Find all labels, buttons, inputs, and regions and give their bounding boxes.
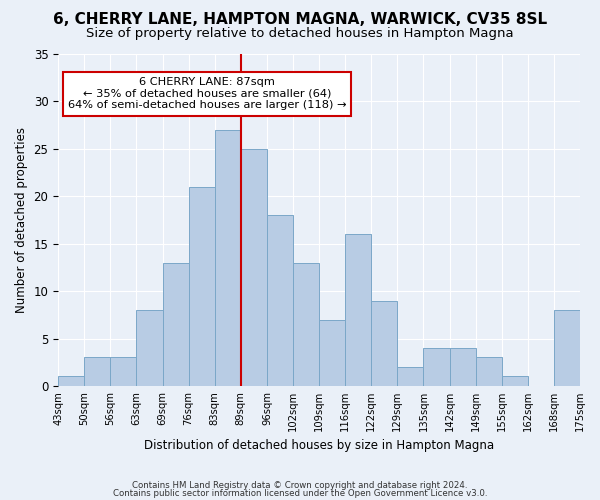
Bar (502, 376, 528, 386)
Bar (136, 310, 163, 386)
Bar (397, 367, 424, 386)
Bar (188, 187, 215, 386)
Bar (215, 130, 241, 386)
Bar (449, 348, 476, 386)
Bar (554, 310, 580, 386)
Bar (58, 376, 84, 386)
Text: 6, CHERRY LANE, HAMPTON MAGNA, WARWICK, CV35 8SL: 6, CHERRY LANE, HAMPTON MAGNA, WARWICK, … (53, 12, 547, 28)
Bar (267, 215, 293, 386)
Bar (476, 358, 502, 386)
Bar (371, 300, 397, 386)
Text: Contains public sector information licensed under the Open Government Licence v3: Contains public sector information licen… (113, 489, 487, 498)
Y-axis label: Number of detached properties: Number of detached properties (15, 127, 28, 313)
Bar (163, 262, 188, 386)
Text: Size of property relative to detached houses in Hampton Magna: Size of property relative to detached ho… (86, 28, 514, 40)
X-axis label: Distribution of detached houses by size in Hampton Magna: Distribution of detached houses by size … (144, 440, 494, 452)
Bar (110, 358, 136, 386)
Bar (319, 320, 345, 386)
Bar (241, 149, 267, 386)
Bar (345, 234, 371, 386)
Bar (293, 262, 319, 386)
Bar (424, 348, 449, 386)
Bar (84, 358, 110, 386)
Text: Contains HM Land Registry data © Crown copyright and database right 2024.: Contains HM Land Registry data © Crown c… (132, 481, 468, 490)
Text: 6 CHERRY LANE: 87sqm
← 35% of detached houses are smaller (64)
64% of semi-detac: 6 CHERRY LANE: 87sqm ← 35% of detached h… (68, 77, 346, 110)
